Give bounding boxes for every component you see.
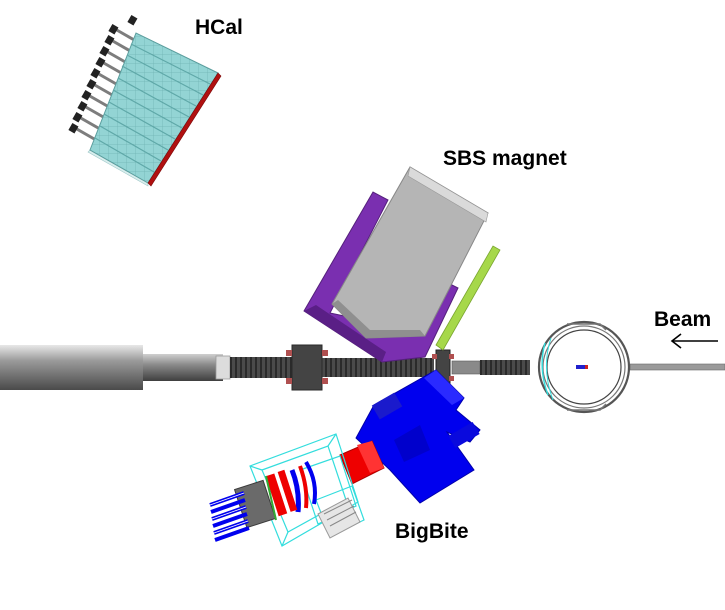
gem-plane-blue: [289, 469, 301, 513]
exit-pipe-reducer: [143, 354, 223, 381]
bigbite-pmt-rods: [209, 491, 250, 542]
sbs-magnet: [303, 166, 501, 363]
hcal-pmt-rods: [74, 27, 137, 142]
exit-beam-pipe: [0, 345, 143, 390]
bellows-left: [230, 357, 292, 378]
beamline: [0, 344, 725, 391]
corrector-magnet: [435, 245, 501, 351]
left-arrow-icon: [670, 333, 718, 349]
bellows-right: [480, 360, 530, 375]
bellows-middle: [322, 358, 434, 377]
bigbite-dipole: [355, 369, 481, 504]
timing-hodoscope: [265, 473, 288, 517]
target-cell: [576, 365, 587, 369]
gem-plane-red: [298, 465, 309, 509]
hcal-pmt-caps: [68, 15, 138, 134]
hcal-detector: [68, 15, 222, 187]
beam-label: Beam: [654, 308, 712, 331]
hcal-label: HCal: [195, 16, 243, 39]
bigbite-spectrometer: [209, 369, 481, 547]
scattering-chamber: [537, 320, 631, 414]
flange-block: [291, 344, 323, 391]
incoming-beam-pipe: [629, 363, 725, 371]
sbs-magnet-label: SBS magnet: [443, 147, 567, 170]
bigbite-label: BigBite: [395, 520, 469, 543]
